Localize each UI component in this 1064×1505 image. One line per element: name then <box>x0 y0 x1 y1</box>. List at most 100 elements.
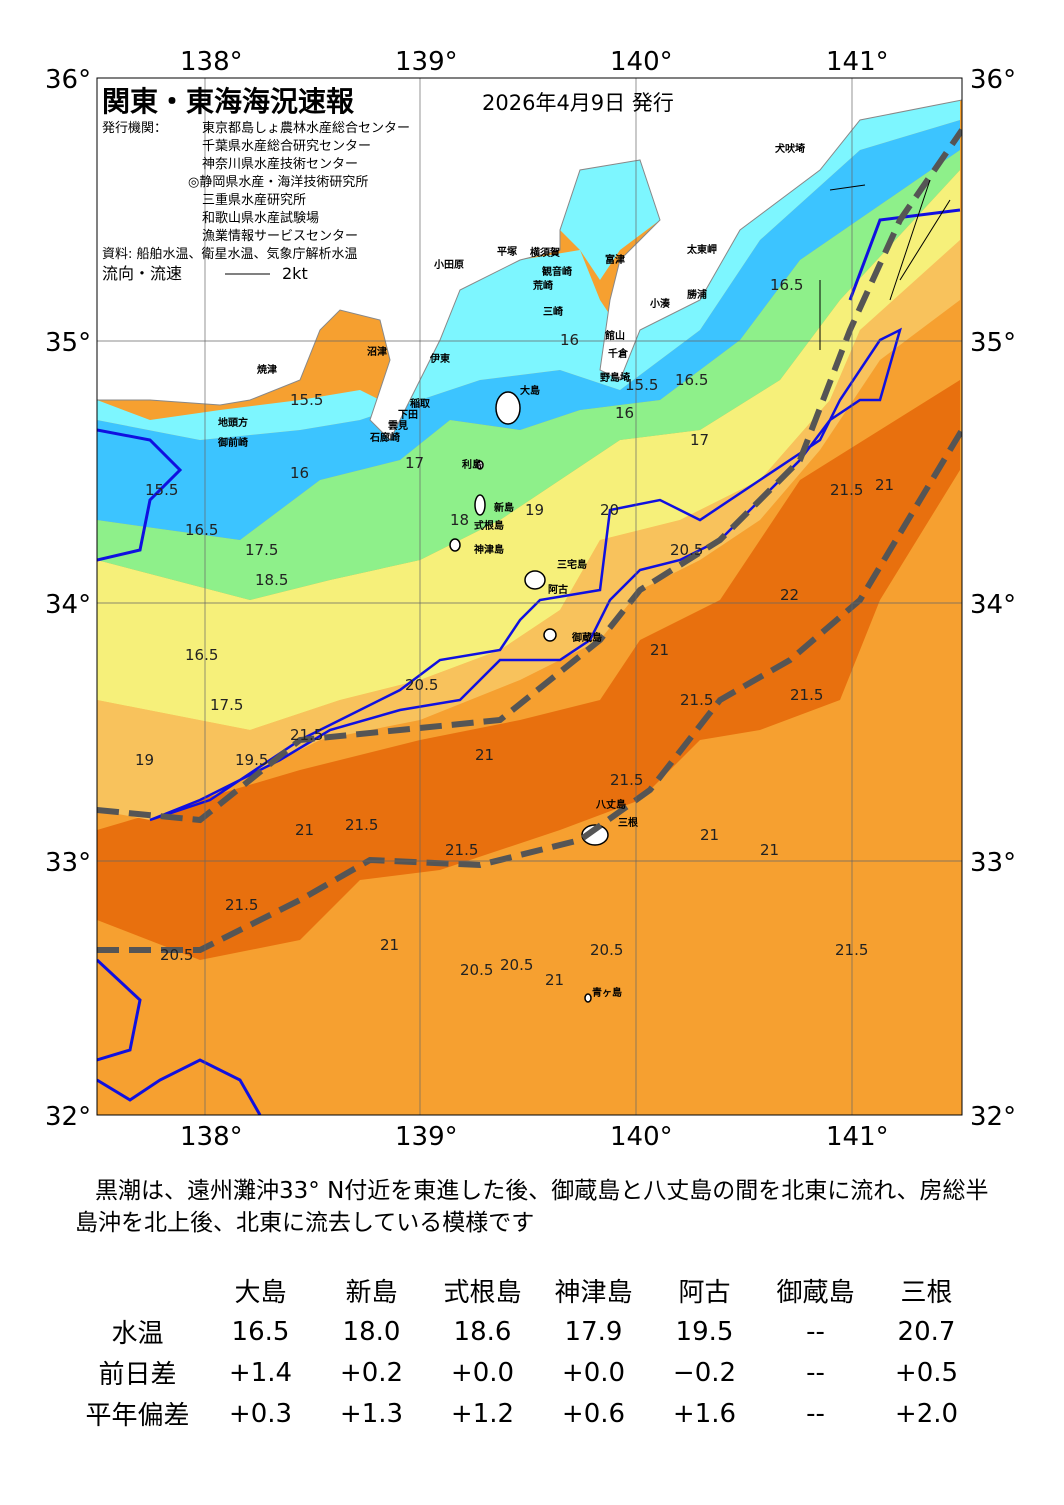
islands <box>449 391 609 1003</box>
column-header: 大島 <box>234 1278 287 1308</box>
isotherm-label: 17.5 <box>210 696 243 714</box>
zone-21-5 <box>97 380 960 960</box>
land-honshu <box>97 78 962 441</box>
table-cell: +1.6 <box>672 1398 737 1429</box>
column-header: 式根島 <box>443 1278 522 1308</box>
zone-17 <box>97 150 960 600</box>
lat-tick: 32° <box>970 1102 1016 1132</box>
isotherm-label: 21.5 <box>345 816 378 834</box>
place-label: 沼津 <box>367 345 387 358</box>
isotherm-label: 17.5 <box>245 541 278 559</box>
issue-date: 2026年4月9日 発行 <box>482 91 674 115</box>
isotherm-label: 21 <box>875 476 894 494</box>
place-label: 利島 <box>462 458 482 471</box>
lon-tick: 141° <box>826 47 889 77</box>
table-cell: +1.2 <box>450 1398 515 1429</box>
column-header: 御蔵島 <box>776 1278 855 1308</box>
lon-tick: 138° <box>180 1122 243 1152</box>
table-cell: 19.5 <box>675 1316 734 1347</box>
place-label: 小湊 <box>649 297 671 310</box>
table-cell: −0.2 <box>672 1357 737 1388</box>
current-legend-label: 流向・流速 <box>102 264 183 283</box>
lat-tick: 32° <box>45 1102 91 1132</box>
lat-tick: 35° <box>970 328 1016 358</box>
lat-tick: 36° <box>45 65 91 95</box>
isotherm-label: 21.5 <box>680 691 713 709</box>
lon-tick: 139° <box>395 47 458 77</box>
isotherm-label: 20.5 <box>670 541 703 559</box>
island-temperature-table: 大島 新島 式根島 神津島 阿古 御蔵島 三根 水温 16.5 18.0 18.6 17.9 19.5 -… <box>70 1270 982 1434</box>
table-cell: 18.0 <box>342 1316 401 1347</box>
place-label: 三根 <box>618 816 638 829</box>
lon-tick: 141° <box>826 1122 889 1152</box>
isotherm-label: 20 <box>600 501 619 519</box>
isotherm-label: 21 <box>295 821 314 839</box>
place-label: 犬吠埼 <box>775 142 805 155</box>
place-label: 太東岬 <box>686 243 717 256</box>
table-header-row: 大島 新島 式根島 神津島 阿古 御蔵島 三根 <box>70 1270 982 1311</box>
lat-tick: 34° <box>970 590 1016 620</box>
row-label: 平年偏差 <box>85 1401 190 1431</box>
place-label: 大島 <box>520 384 540 397</box>
isotherm-label: 16.5 <box>185 521 218 539</box>
isotherm-label: 20.5 <box>460 961 493 979</box>
table-cell: -- <box>806 1316 825 1347</box>
place-label: 荒崎 <box>532 279 553 292</box>
lon-tick: 140° <box>610 1122 673 1152</box>
place-label: 新島 <box>494 501 514 514</box>
issuer: 三重県水産研究所 <box>202 193 307 208</box>
column-header: 阿古 <box>678 1278 731 1308</box>
table-cell: +1.4 <box>228 1357 293 1388</box>
lat-tick: 36° <box>970 65 1016 95</box>
isotherm-label: 21 <box>700 826 719 844</box>
place-label: 観音崎 <box>542 265 572 278</box>
table-cell: +1.3 <box>339 1398 404 1429</box>
table-cell: +0.0 <box>450 1357 515 1388</box>
isotherm-label: 17 <box>690 431 709 449</box>
isotherm-label: 20.5 <box>590 941 623 959</box>
issuer-list: 東京都島しょ農林水産総合センター 千葉県水産総合研究センター 神奈川県水産技術センタ… <box>188 120 410 246</box>
column-header: 新島 <box>345 1278 398 1308</box>
zone-16 <box>97 120 960 540</box>
place-label: 千倉 <box>608 347 629 360</box>
isotherm-label: 19 <box>525 501 544 519</box>
place-label: 稲取 <box>410 397 431 410</box>
isotherm-label: 21.5 <box>290 726 323 744</box>
table-cell: +0.6 <box>561 1398 626 1429</box>
place-label: 石廊崎 <box>369 431 400 444</box>
row-label: 水温 <box>111 1319 164 1349</box>
isotherm-label: 16.5 <box>185 646 218 664</box>
place-label: 平塚 <box>497 245 517 258</box>
place-label: 地頭方 <box>218 416 248 429</box>
lon-tick: 138° <box>180 47 243 77</box>
table-cell: +0.5 <box>894 1357 959 1388</box>
isotherm-label: 18.5 <box>255 571 288 589</box>
summary-text: 黒潮は、遠州灘沖33° N付近を東進した後、御蔵島と八丈島の間を北東に流れ、房総… <box>75 1178 989 1236</box>
place-label: 伊東 <box>429 352 450 365</box>
isotherm-label: 21.5 <box>830 481 863 499</box>
isotherm-label: 22 <box>780 586 799 604</box>
place-label: 御前崎 <box>217 436 248 449</box>
isotherm-label: 16.5 <box>675 371 708 389</box>
place-label: 阿古 <box>548 583 568 596</box>
isotherm-label: 19.5 <box>235 751 268 769</box>
isotherm-label: 21 <box>545 971 564 989</box>
table-row: 前日差 +1.4 +0.2 +0.0 +0.0 −0.2 -- +0.5 <box>70 1352 982 1393</box>
isotherm-label: 21 <box>760 841 779 859</box>
table-cell: 18.6 <box>453 1316 512 1347</box>
table-cell: +0.0 <box>561 1357 626 1388</box>
table-row: 平年偏差 +0.3 +1.3 +1.2 +0.6 +1.6 -- +2.0 <box>70 1393 982 1434</box>
lon-tick: 139° <box>395 1122 458 1152</box>
current-vectors <box>819 179 951 350</box>
place-label: 式根島 <box>474 519 504 532</box>
column-header: 三根 <box>900 1278 953 1308</box>
lat-tick: 34° <box>45 590 91 620</box>
place-label: 野島埼 <box>600 371 630 384</box>
isotherm-label: 15.5 <box>290 391 323 409</box>
zone-18 <box>97 170 960 730</box>
place-label: 三崎 <box>543 305 563 318</box>
issuer-label: 発行機関： <box>102 121 168 136</box>
place-label: 下田 <box>398 409 418 421</box>
isotherm-label: 16 <box>615 404 634 422</box>
place-label: 館山 <box>604 329 625 342</box>
